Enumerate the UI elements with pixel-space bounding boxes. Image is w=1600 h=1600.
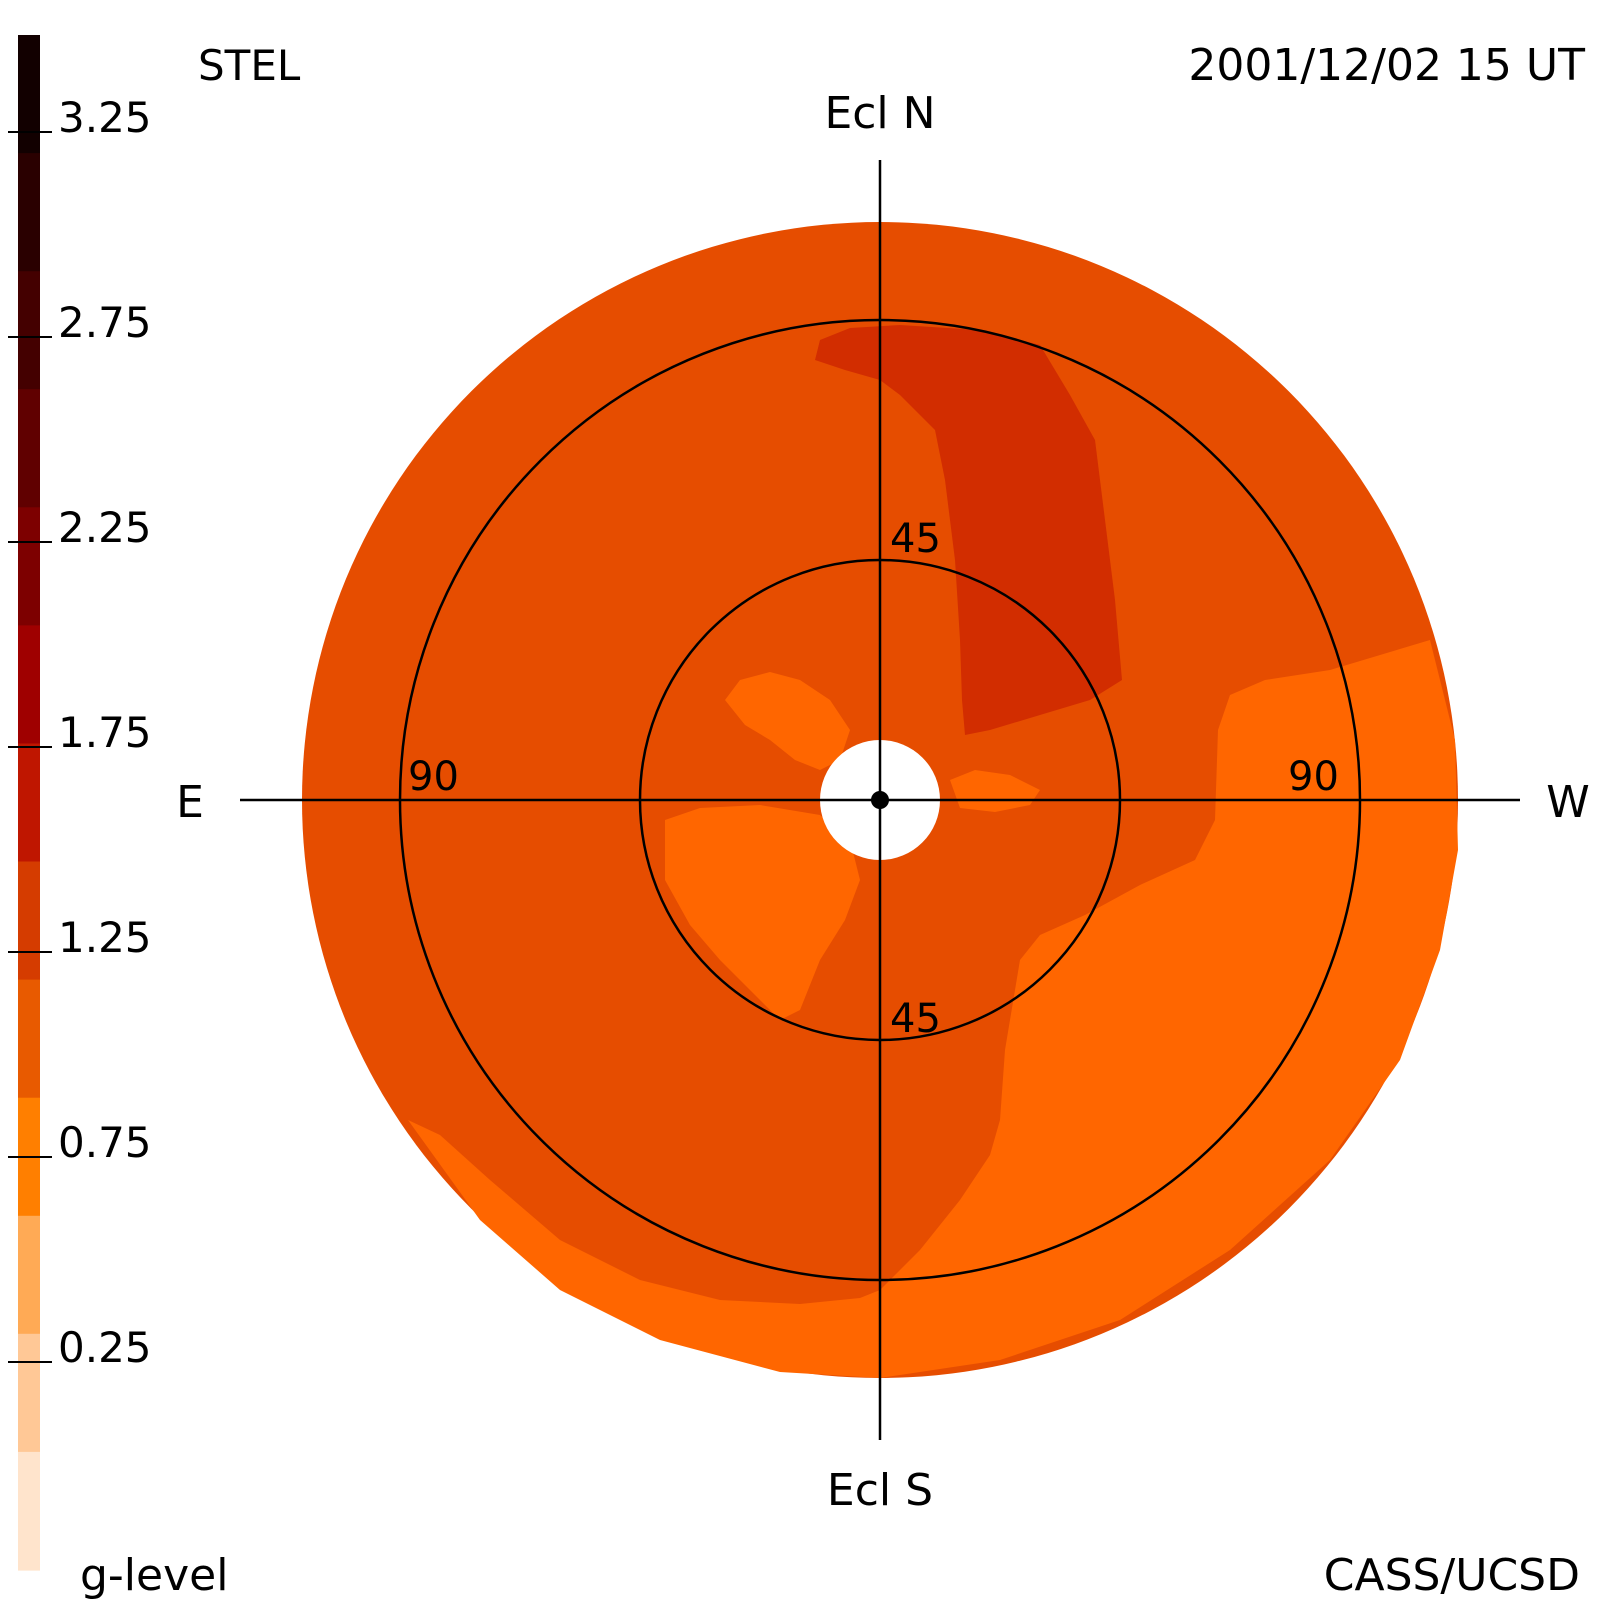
ring-45-label-bottom: 45 xyxy=(890,996,941,1042)
credit-label: CASS/UCSD xyxy=(1324,1550,1580,1600)
enhancement-region-north xyxy=(815,325,1122,735)
colorbar-segment xyxy=(18,625,40,745)
colorbar-segment xyxy=(18,979,40,1099)
ring-90-label-west: 90 xyxy=(1288,754,1339,800)
colorbar-tick-label: 3.25 xyxy=(58,93,152,142)
colorbar-tick-label: 2.25 xyxy=(58,503,152,552)
colorbar-tick-label: 0.75 xyxy=(58,1118,152,1167)
direction-east-label: E xyxy=(176,777,204,828)
ring-45-label-top: 45 xyxy=(890,516,941,562)
sun-center-marker xyxy=(871,791,889,809)
colorbar-segment xyxy=(18,861,40,981)
direction-south-label: Ecl S xyxy=(827,1465,933,1516)
colorbar-segment xyxy=(18,1215,40,1335)
colorbar-segment xyxy=(18,507,40,626)
colorbar-segment xyxy=(18,389,40,508)
colorbar xyxy=(18,35,40,1571)
colorbar-ticks: 3.25 2.75 2.25 1.75 1.25 0.75 0.25 xyxy=(8,93,152,1372)
direction-north-label: Ecl N xyxy=(824,88,935,139)
colorbar-tick-label: 1.75 xyxy=(58,708,152,757)
colorbar-segment xyxy=(18,1333,40,1453)
timestamp-label: 2001/12/02 15 UT xyxy=(1188,40,1585,91)
colorbar-segment xyxy=(18,271,40,390)
colorbar-tick-label: 0.25 xyxy=(58,1323,152,1372)
inner-petal-northwest xyxy=(725,672,850,770)
colorbar-segment xyxy=(18,35,40,154)
instrument-label: STEL xyxy=(198,41,301,90)
colorbar-tick-label: 2.75 xyxy=(58,298,152,347)
direction-west-label: W xyxy=(1546,777,1590,828)
depletion-region-south xyxy=(408,1120,880,1378)
colorbar-segment xyxy=(18,743,40,863)
colorbar-segment xyxy=(18,153,40,272)
depletion-region-west xyxy=(880,640,1458,1378)
ring-90-label-east: 90 xyxy=(408,754,459,800)
colorbar-label: g-level xyxy=(80,1550,228,1600)
inner-petal-east xyxy=(950,770,1040,812)
colorbar-tick-label: 1.25 xyxy=(58,913,152,962)
inner-petal-southwest xyxy=(665,805,860,1020)
colorbar-segment xyxy=(18,1451,40,1571)
